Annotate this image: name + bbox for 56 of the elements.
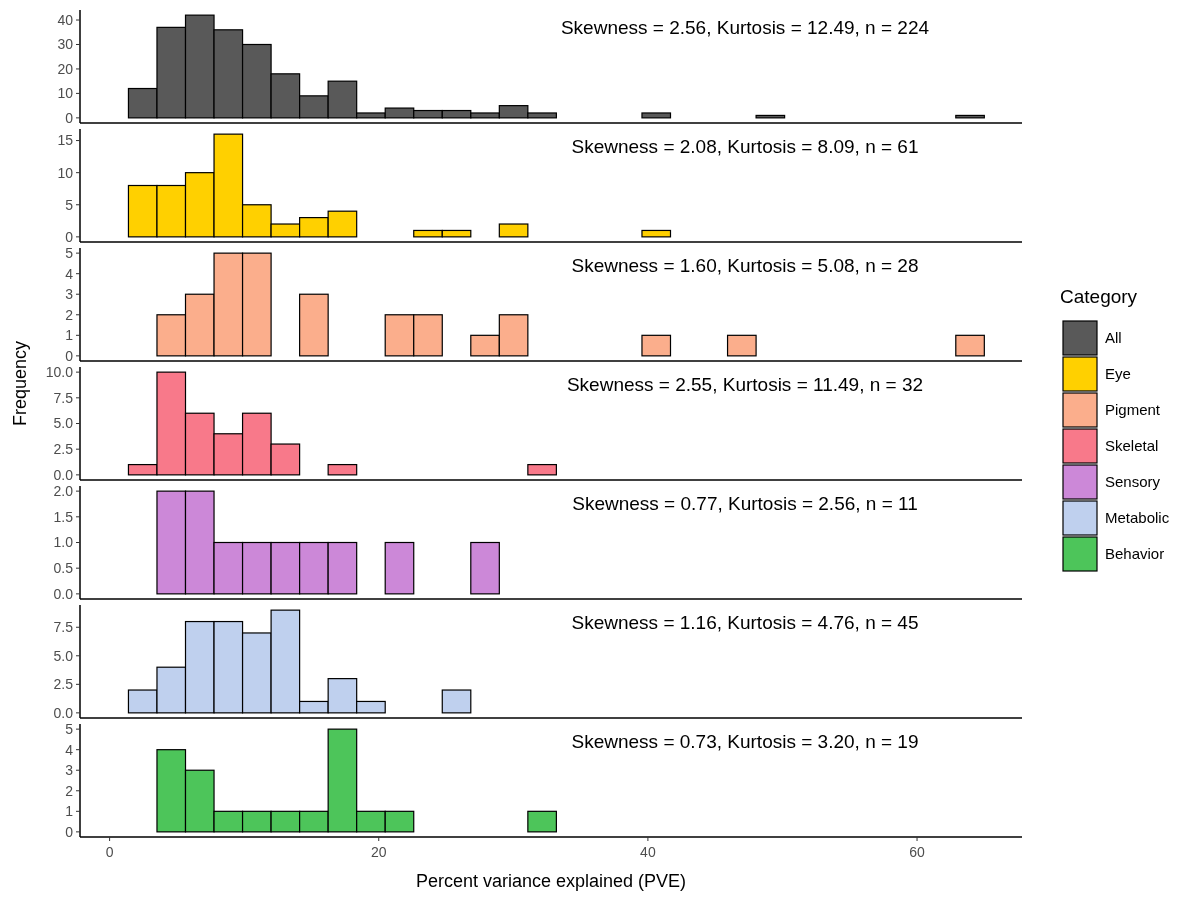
annotation: Skewness = 2.08, Kurtosis = 8.09, n = 61 — [571, 136, 919, 157]
legend-label: Pigment — [1105, 401, 1161, 419]
y-tick-label: 7.5 — [53, 619, 74, 636]
y-tick-label: 5.0 — [53, 415, 74, 432]
x-tick-label: 0 — [105, 844, 114, 860]
y-tick-label: 2.5 — [53, 441, 74, 458]
y-tick-label: 0 — [65, 228, 74, 245]
annotation: Skewness = 1.16, Kurtosis = 4.76, n = 45 — [571, 612, 919, 633]
y-tick-label: 4 — [65, 265, 74, 282]
y-tick-label: 3 — [65, 762, 74, 779]
y-tick-label: 5.0 — [53, 647, 74, 664]
annotation: Skewness = 0.73, Kurtosis = 3.20, n = 19 — [571, 731, 919, 752]
y-tick-label: 10 — [57, 85, 74, 102]
y-tick-label: 0.0 — [53, 704, 74, 721]
y-tick-label: 1.5 — [53, 508, 74, 525]
x-tick-label: 40 — [640, 844, 656, 860]
y-tick-label: 2 — [65, 782, 74, 799]
legend-label: Behavior — [1105, 545, 1165, 563]
y-tick-label: 2.0 — [53, 483, 74, 500]
y-tick-label: 10.0 — [45, 364, 74, 381]
x-tick-label: 60 — [909, 844, 926, 860]
y-tick-label: 4 — [65, 741, 74, 758]
y-tick-label: 5 — [65, 721, 74, 738]
y-tick-label: 5 — [65, 245, 74, 262]
annotation: Skewness = 2.55, Kurtosis = 11.49, n = 32 — [566, 374, 924, 395]
y-axis-title: Frequency — [10, 340, 30, 427]
x-tick-label: 20 — [370, 844, 387, 860]
y-tick-label: 0 — [65, 109, 74, 126]
annotation: Skewness = 1.60, Kurtosis = 5.08, n = 28 — [571, 255, 919, 276]
y-tick-label: 20 — [57, 60, 74, 77]
y-tick-label: 3 — [65, 286, 74, 303]
legend-label: Skeletal — [1105, 437, 1159, 455]
y-tick-label: 40 — [57, 11, 74, 28]
y-tick-label: 0.5 — [53, 560, 74, 577]
annotation: Skewness = 0.77, Kurtosis = 2.56, n = 11 — [572, 493, 918, 514]
y-tick-label: 5 — [65, 196, 74, 213]
y-tick-label: 15 — [57, 132, 74, 149]
x-axis-title: Percent variance explained (PVE) — [415, 871, 687, 891]
y-tick-label: 30 — [57, 36, 74, 53]
legend-title: Category — [1060, 286, 1138, 307]
y-tick-label: 2.5 — [53, 676, 74, 693]
y-tick-label: 1 — [65, 803, 74, 820]
legend-label: All — [1105, 329, 1122, 347]
y-tick-label: 0 — [65, 347, 74, 364]
y-tick-label: 1 — [65, 327, 74, 344]
y-tick-label: 0.0 — [53, 466, 74, 483]
legend-label: Sensory — [1105, 473, 1161, 491]
y-tick-label: 7.5 — [53, 389, 74, 406]
legend-label: Eye — [1105, 365, 1131, 383]
y-tick-label: 0 — [65, 823, 74, 840]
y-tick-label: 1.0 — [53, 534, 74, 551]
y-tick-label: 0.0 — [53, 585, 74, 602]
legend-label: Metabolic — [1105, 509, 1170, 527]
annotation: Skewness = 2.56, Kurtosis = 12.49, n = 224 — [560, 17, 930, 38]
y-tick-label: 2 — [65, 306, 74, 323]
y-tick-label: 10 — [57, 164, 74, 181]
